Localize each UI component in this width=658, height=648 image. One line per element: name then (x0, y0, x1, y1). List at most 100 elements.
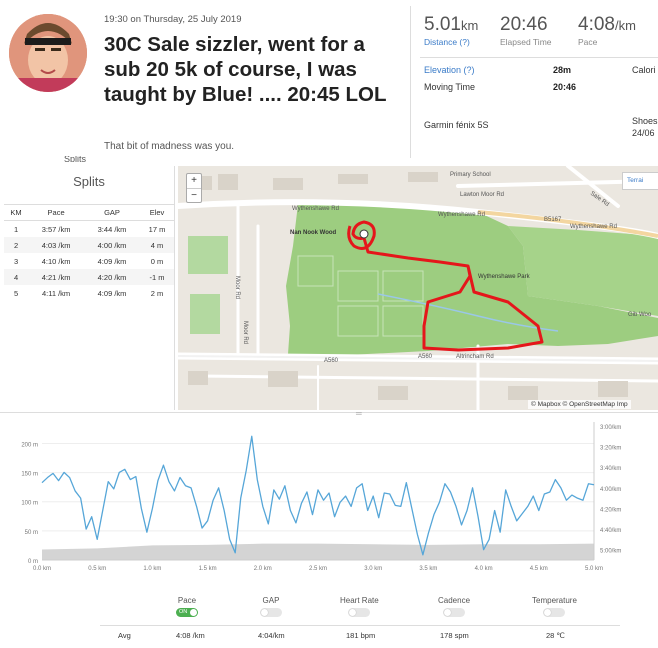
moving-time-value: 20:46 (553, 82, 577, 92)
split-gap: 4:00 /km (84, 237, 140, 253)
map-chart-divider (0, 412, 658, 413)
split-km: 1 (13, 224, 19, 234)
x-tick-label: 1.5 km (199, 566, 217, 572)
y-right-tick-label: 3:20/km (600, 446, 621, 452)
splits-title: Splits (73, 174, 105, 189)
map-label: Moor Rd (234, 276, 240, 299)
toggle-cadence-label: Cadence (438, 596, 471, 605)
pace-unit: /km (614, 18, 636, 33)
pace-line (41, 435, 595, 556)
heart-rate-switch[interactable] (348, 608, 371, 617)
map-label: Altrincham Rd (456, 354, 494, 360)
map-label: A560 (418, 354, 433, 360)
y-left-tick-label: 150 m (21, 472, 38, 478)
table-row[interactable]: 2 4:03 /km 4:00 /km 4 m (4, 237, 174, 253)
y-left-tick-label: 0 m (28, 559, 38, 565)
pace-label: Pace (578, 37, 598, 47)
x-tick-label: 0.0 km (33, 566, 51, 572)
avg-temperature: 28 ℃ (546, 631, 565, 640)
map-zoom-control: + − (186, 173, 202, 203)
pace-switch[interactable]: ON (176, 608, 198, 617)
y-right-tick-label: 3:40/km (600, 466, 621, 472)
map-canvas: Primary School Lawton Moor Rd Wythenshaw… (178, 166, 658, 410)
avg-label: Avg (118, 631, 131, 640)
stat-pace: 4:08/km Pace (578, 14, 636, 47)
stat-distance: 5.01km Distance (?) (424, 14, 478, 47)
split-gap: 4:09 /km (97, 288, 127, 298)
splits-tab-label: Splits (64, 156, 87, 162)
table-row[interactable]: 1 3:57 /km 3:44 /km 17 m (4, 221, 174, 238)
toggle-heart-rate-label: Heart Rate (340, 596, 379, 605)
y-right-tick-label: 4:20/km (600, 507, 621, 513)
table-row[interactable]: 4 4:21 /km 4:20 /km -1 m (4, 269, 174, 285)
header-divider (410, 6, 411, 158)
resize-handle-icon[interactable]: ═ (356, 409, 362, 418)
split-elev: 0 m (150, 256, 164, 266)
split-pace: 4:11 /km (41, 288, 71, 298)
split-elev: 17 m (148, 224, 166, 234)
x-tick-label: 2.5 km (309, 566, 327, 572)
splits-header-elev: Elev (140, 204, 174, 221)
split-km: 5 (13, 288, 19, 298)
athlete-avatar[interactable] (9, 14, 87, 92)
map-label: Wythenshawe Rd (438, 212, 485, 218)
temperature-switch[interactable] (543, 608, 566, 617)
elevation-label[interactable]: Elevation (?) (424, 65, 475, 75)
splits-panel: Splits KM Pace GAP Elev 1 3:57 /km 3:44 /k… (4, 166, 175, 410)
avg-gap: 4:04/km (258, 631, 285, 640)
x-tick-label: 1.0 km (143, 566, 161, 572)
map-label: B5167 (544, 217, 562, 223)
x-tick-label: 0.5 km (88, 566, 106, 572)
y-left-tick-label: 100 m (21, 501, 38, 507)
splits-header-pace: Pace (28, 204, 85, 221)
table-row[interactable]: 3 4:10 /km 4:09 /km 0 m (4, 253, 174, 269)
stat-elapsed-time: 20:46 Elapsed Time (500, 14, 552, 47)
x-tick-label: 3.5 km (419, 566, 437, 572)
map-label: Wythenshawe Rd (570, 224, 617, 230)
y-left-tick-label: 50 m (25, 530, 38, 536)
map-label: A560 (324, 358, 339, 364)
zoom-out-button[interactable]: − (191, 190, 197, 201)
toggle-gap[interactable]: GAP (260, 596, 282, 617)
gap-switch[interactable] (260, 608, 282, 617)
distance-label[interactable]: Distance (?) (424, 37, 470, 47)
splits-header-km: KM (4, 204, 29, 221)
device-name: Garmin fénix 5S (424, 120, 489, 130)
x-tick-label: 4.5 km (530, 566, 548, 572)
split-pace: 3:57 /km (41, 224, 71, 234)
split-pace: 4:03 /km (28, 237, 85, 253)
x-tick-label: 3.0 km (364, 566, 382, 572)
toggle-pace[interactable]: Pace ON (176, 596, 198, 617)
toggle-temperature[interactable]: Temperature (532, 596, 577, 617)
shoes-label: Shoes (632, 116, 658, 126)
activity-title: 30C Sale sizzler, went for a sub 20 5k o… (104, 33, 387, 106)
terrain-toggle-button[interactable]: Terrai (622, 172, 658, 190)
table-row[interactable]: 5 4:11 /km 4:09 /km 2 m (4, 285, 174, 301)
map-attribution[interactable]: © Mapbox © OpenStreetMap Imp (528, 400, 631, 409)
split-km: 3 (13, 256, 19, 266)
toggle-cadence[interactable]: Cadence (438, 596, 470, 617)
route-start-marker (359, 229, 369, 239)
splits-table: KM Pace GAP Elev 1 3:57 /km 3:44 /km 17 m 2… (4, 204, 174, 301)
map-label: Wythenshawe Park (478, 274, 531, 280)
pace-switch-text: ON (179, 609, 188, 615)
split-gap: 4:20 /km (84, 269, 140, 285)
y-right-tick-label: 3:00/km (600, 425, 621, 431)
split-km: 2 (4, 237, 29, 253)
pace-value: 4:08 (578, 14, 615, 35)
split-pace: 4:10 /km (41, 256, 71, 266)
averages-divider (100, 625, 620, 626)
y-right-tick-label: 4:40/km (600, 528, 621, 534)
elevation-value: 28m (553, 65, 572, 75)
zoom-in-button[interactable]: + (187, 174, 201, 189)
route-map[interactable]: Primary School Lawton Moor Rd Wythenshaw… (178, 166, 658, 410)
toggle-gap-label: GAP (262, 596, 280, 605)
splits-header-gap: GAP (84, 204, 140, 221)
elevation-pace-chart[interactable]: 0 m 50 m 100 m 150 m 200 m 3:00/km 3:20/km 3:40… (0, 414, 658, 594)
activity-description: That bit of madness was you. (104, 141, 235, 152)
toggle-heart-rate[interactable]: Heart Rate (340, 596, 379, 617)
distance-value: 5.01 (424, 14, 461, 35)
cadence-switch[interactable] (443, 608, 466, 617)
route-line (347, 220, 544, 352)
split-gap: 3:44 /km (97, 224, 127, 234)
